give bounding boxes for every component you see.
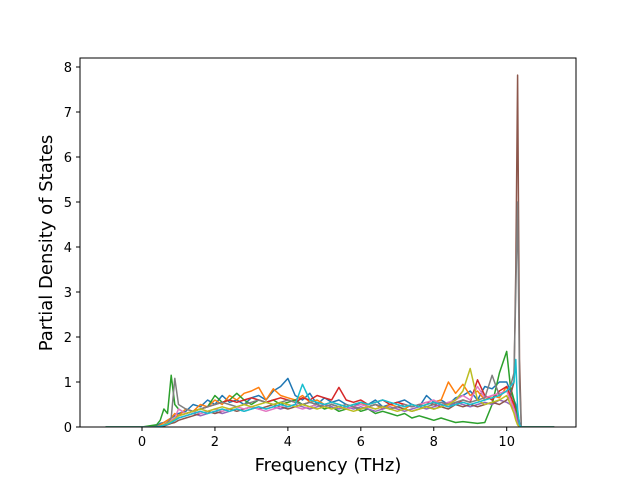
- x-tick-label: 10: [498, 435, 515, 450]
- y-axis-ticks: 0 1 2 3 4 5 6 7 8: [64, 61, 80, 436]
- y-tick-label: 0: [64, 421, 72, 436]
- series-line-0: [105, 377, 555, 427]
- y-tick-label: 8: [64, 61, 72, 76]
- x-tick-label: 2: [211, 435, 219, 450]
- y-tick-label: 4: [64, 241, 72, 256]
- series-layer: [105, 74, 555, 427]
- y-tick-label: 3: [64, 286, 72, 301]
- y-tick-label: 2: [64, 331, 72, 346]
- plot-frame: [79, 57, 577, 428]
- y-tick-label: 1: [64, 376, 72, 391]
- series-line-9: [105, 358, 555, 427]
- y-tick-label: 6: [64, 151, 72, 166]
- x-axis-label: Frequency (THz): [255, 455, 402, 476]
- series-line-8: [105, 367, 555, 427]
- x-tick-label: 0: [138, 435, 146, 450]
- x-tick-label: 8: [430, 435, 438, 450]
- y-tick-label: 5: [64, 196, 72, 211]
- y-tick-label: 7: [64, 106, 72, 121]
- x-axis-ticks: 0 2 4 6 8 10: [138, 427, 515, 450]
- y-axis-label: Partial Density of States: [36, 135, 57, 352]
- x-tick-label: 6: [357, 435, 365, 450]
- x-tick-label: 4: [284, 435, 292, 450]
